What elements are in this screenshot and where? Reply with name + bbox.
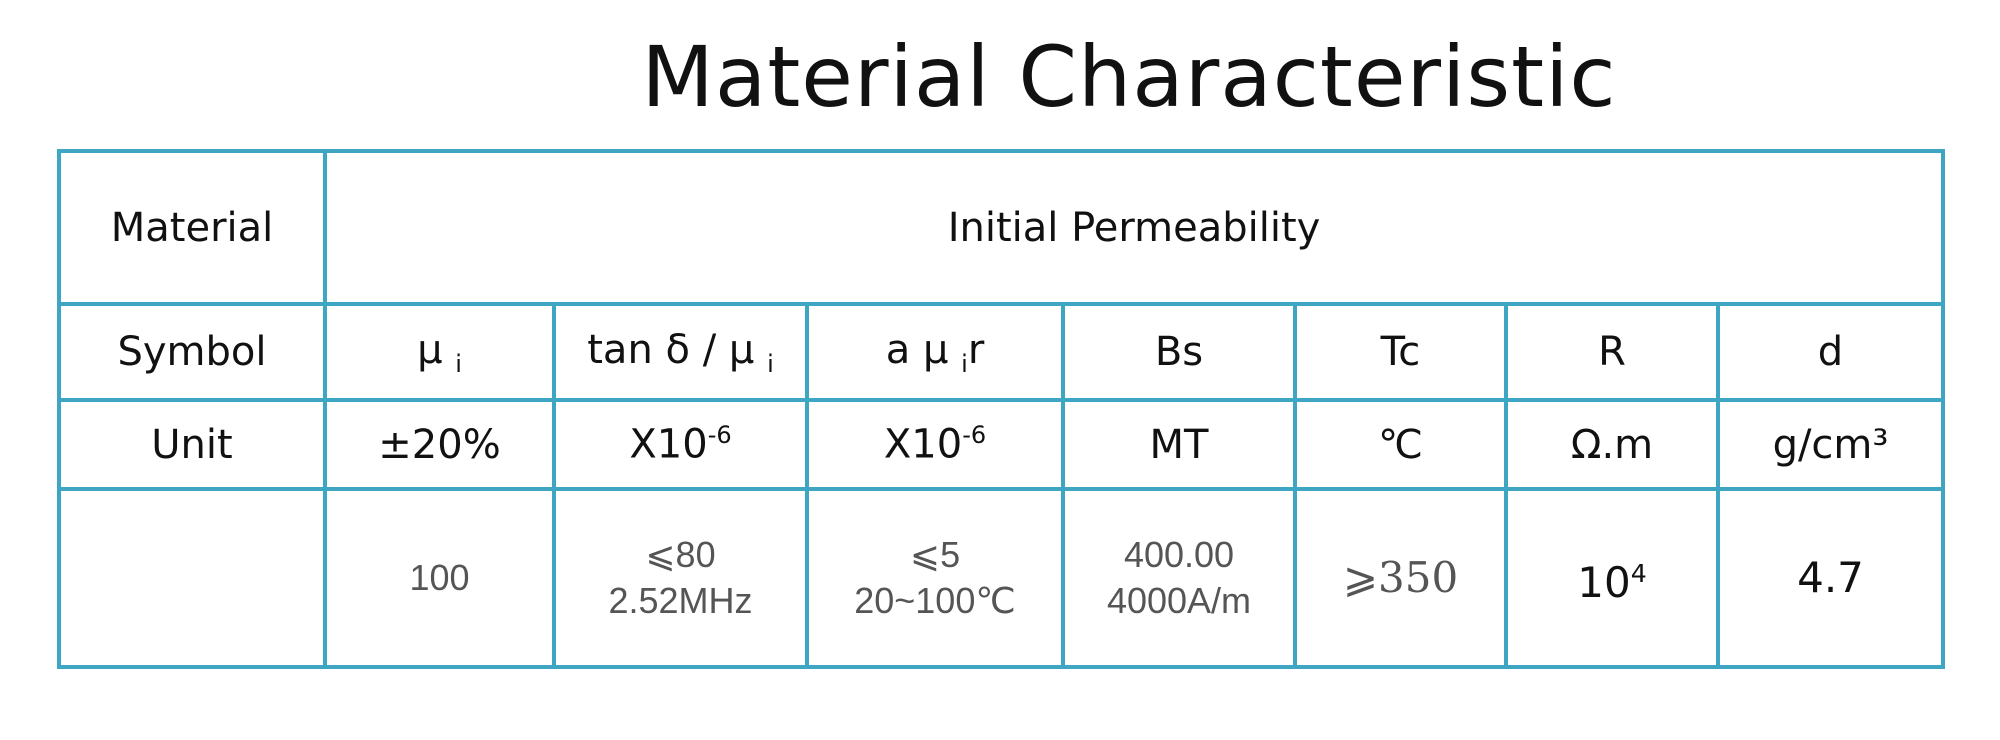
text: ⩽5: [909, 534, 961, 575]
text: 4000A/m: [1106, 580, 1252, 621]
text: X10: [883, 421, 963, 468]
cell: 400.00 4000A/m: [1061, 487, 1297, 669]
text: 400.00: [1123, 534, 1235, 575]
superscript: -6: [707, 421, 732, 450]
material-table: Material Initial Permeability Symbol μ i…: [57, 149, 1945, 669]
text: tan δ / μ: [587, 326, 755, 373]
cell: Symbol: [57, 302, 327, 402]
subscript: i: [767, 349, 774, 378]
cell: Initial Permeability: [323, 149, 1945, 306]
title: Material Characteristic: [641, 28, 1617, 126]
cell: ±20%: [323, 398, 556, 491]
cell: g/cm³: [1716, 398, 1945, 491]
cell: ⩽80 2.52MHz: [552, 487, 809, 669]
superscript: -6: [962, 421, 987, 450]
cell: X10-6: [805, 398, 1065, 491]
cell: Bs: [1061, 302, 1297, 402]
text: ⩽80: [645, 534, 716, 575]
text: μ: [417, 326, 443, 373]
cell: 4.7: [1716, 487, 1945, 669]
text: r: [967, 326, 985, 373]
cell: R: [1504, 302, 1720, 402]
cell: 104: [1504, 487, 1720, 669]
cell: Unit: [57, 398, 327, 491]
cell: Material: [57, 149, 327, 306]
text: 20~100℃: [854, 580, 1016, 621]
cell: Tc: [1293, 302, 1508, 402]
subscript: i: [961, 349, 968, 378]
text: X10: [629, 421, 708, 468]
cell: a μ ir: [805, 302, 1065, 402]
cell: Ω.m: [1504, 398, 1720, 491]
cell: 100: [323, 487, 556, 669]
text: 2.52MHz: [608, 580, 753, 621]
subscript: i: [455, 349, 462, 378]
cell: [57, 487, 327, 669]
text: a μ: [885, 326, 949, 373]
cell: tan δ / μ i: [552, 302, 809, 402]
text: 10: [1577, 557, 1631, 607]
cell: ℃: [1293, 398, 1508, 491]
cell: d: [1716, 302, 1945, 402]
superscript: 4: [1630, 558, 1647, 588]
cell: μ i: [323, 302, 556, 402]
cell: ⩾350: [1293, 487, 1508, 669]
cell: ⩽5 20~100℃: [805, 487, 1065, 669]
cell: MT: [1061, 398, 1297, 491]
cell: X10-6: [552, 398, 809, 491]
